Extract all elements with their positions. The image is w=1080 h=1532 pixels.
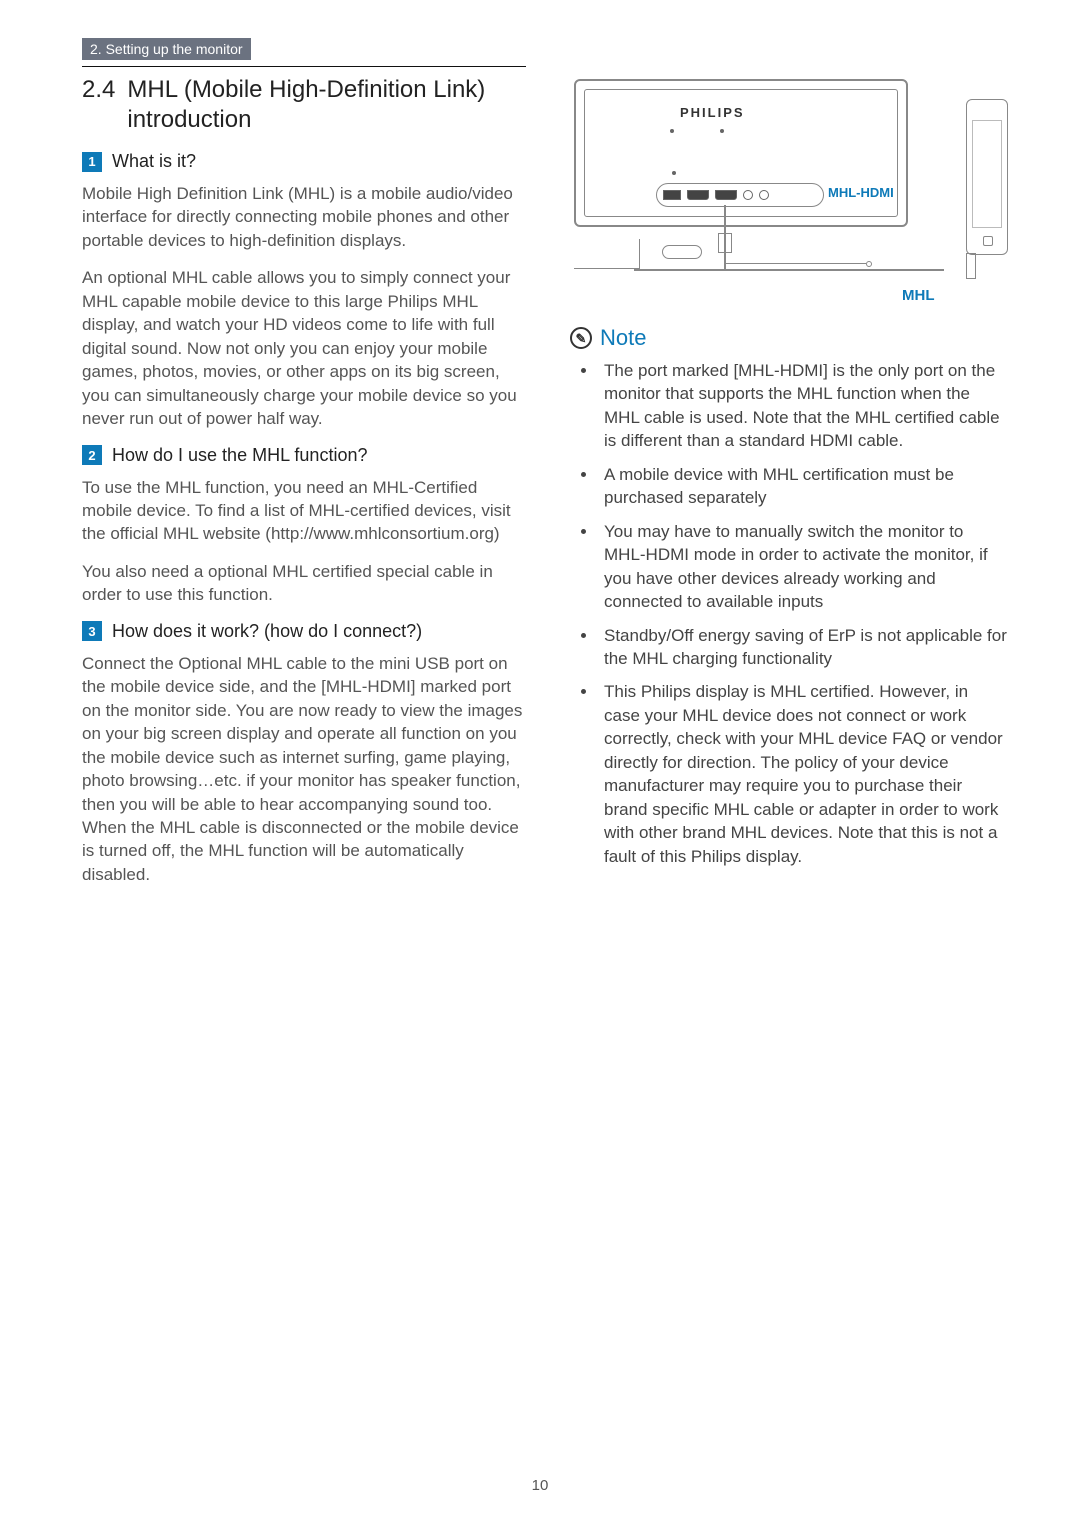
- port-dc: [663, 190, 681, 200]
- section-heading: MHL (Mobile High-Definition Link) introd…: [127, 75, 526, 135]
- note-item: The port marked [MHL-HDMI] is the only p…: [598, 359, 1008, 453]
- note-title: Note: [600, 325, 646, 351]
- note-item: A mobile device with MHL certification m…: [598, 463, 1008, 510]
- right-column: PHILIPS MHL-HDMI: [570, 75, 1008, 900]
- dot: [670, 129, 674, 133]
- sub-heading-text-3: How does it work? (how do I connect?): [112, 621, 422, 642]
- port-hdmi-icon: [687, 190, 709, 200]
- note-icon: ✎: [570, 327, 592, 349]
- sub-heading-1: 1 What is it?: [82, 151, 526, 172]
- cable-segment: [726, 263, 866, 264]
- sub-heading-2: 2 How do I use the MHL function?: [82, 445, 526, 466]
- monitor-stand: [574, 239, 640, 269]
- note-item: You may have to manually switch the moni…: [598, 520, 1008, 614]
- button-slot: [662, 245, 702, 259]
- port-audio: [743, 190, 753, 200]
- sub-heading-text-2: How do I use the MHL function?: [112, 445, 367, 466]
- note-heading: ✎ Note: [570, 325, 1008, 351]
- section-number: 2.4: [82, 75, 115, 135]
- ports: [656, 183, 824, 207]
- note-item: Standby/Off energy saving of ErP is not …: [598, 624, 1008, 671]
- cable-connector-phone: [966, 253, 976, 279]
- dot: [720, 129, 724, 133]
- left-column: 2.4 MHL (Mobile High-Definition Link) in…: [82, 75, 526, 900]
- note-item: This Philips display is MHL certified. H…: [598, 680, 1008, 868]
- philips-logo: PHILIPS: [680, 105, 745, 120]
- dot: [672, 171, 676, 175]
- mhl-cable-label: MHL: [902, 287, 935, 304]
- divider: [82, 66, 526, 67]
- para-4: You also need a optional MHL certified s…: [82, 560, 526, 607]
- page-number: 10: [0, 1477, 1080, 1494]
- num-box-3: 3: [82, 621, 102, 641]
- port-mhl-hdmi-icon: [715, 190, 737, 200]
- para-2: An optional MHL cable allows you to simp…: [82, 266, 526, 430]
- sub-heading-3: 3 How does it work? (how do I connect?): [82, 621, 526, 642]
- sub-heading-text-1: What is it?: [112, 151, 196, 172]
- num-box-1: 1: [82, 152, 102, 172]
- para-3: To use the MHL function, you need an MHL…: [82, 476, 526, 546]
- phone-outline: [966, 99, 1008, 255]
- breadcrumb: 2. Setting up the monitor: [82, 38, 251, 60]
- para-1: Mobile High Definition Link (MHL) is a m…: [82, 182, 526, 252]
- cable-segment: [866, 261, 872, 267]
- mhl-diagram: PHILIPS MHL-HDMI: [570, 75, 1008, 311]
- port-audio: [759, 190, 769, 200]
- cable-segment: [724, 205, 726, 269]
- section-title: 2.4 MHL (Mobile High-Definition Link) in…: [82, 75, 526, 135]
- note-list: The port marked [MHL-HDMI] is the only p…: [570, 359, 1008, 868]
- mhl-hdmi-label: MHL-HDMI: [828, 185, 894, 200]
- phone-home-button: [983, 236, 993, 246]
- para-5: Connect the Optional MHL cable to the mi…: [82, 652, 526, 887]
- cable-segment: [634, 269, 944, 271]
- num-box-2: 2: [82, 445, 102, 465]
